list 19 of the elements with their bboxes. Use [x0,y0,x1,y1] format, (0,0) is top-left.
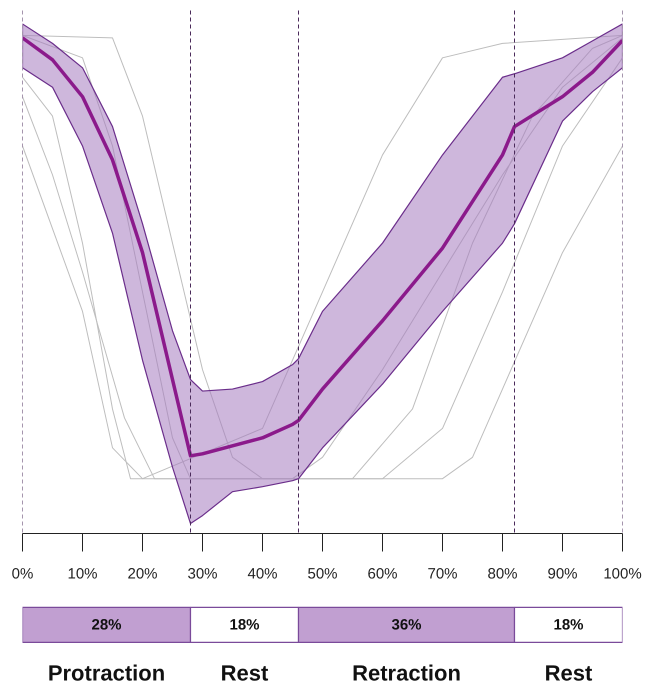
x-tick-label: 100% [603,566,642,582]
x-tick-label: 20% [127,566,158,582]
series-label: Retraction [352,660,461,686]
series-label: Rest [544,660,594,686]
x-tick-label: 70% [427,566,458,582]
x-tick-label: 0% [12,566,34,582]
data-label: 18% [229,616,260,634]
x-tick-label: 50% [307,566,338,582]
series-label: Rest [220,660,270,686]
x-tick-label: 60% [367,566,398,582]
x-tick-label: 80% [487,566,518,582]
x-tick-label: 90% [547,566,578,582]
data-label: 36% [391,616,422,634]
x-tick-label: 30% [187,566,218,582]
series-label: Protraction [48,660,166,686]
data-label: 18% [553,616,584,634]
x-tick-label: 10% [67,566,98,582]
data-label: 28% [91,616,122,634]
x-tick-label: 40% [247,566,278,582]
